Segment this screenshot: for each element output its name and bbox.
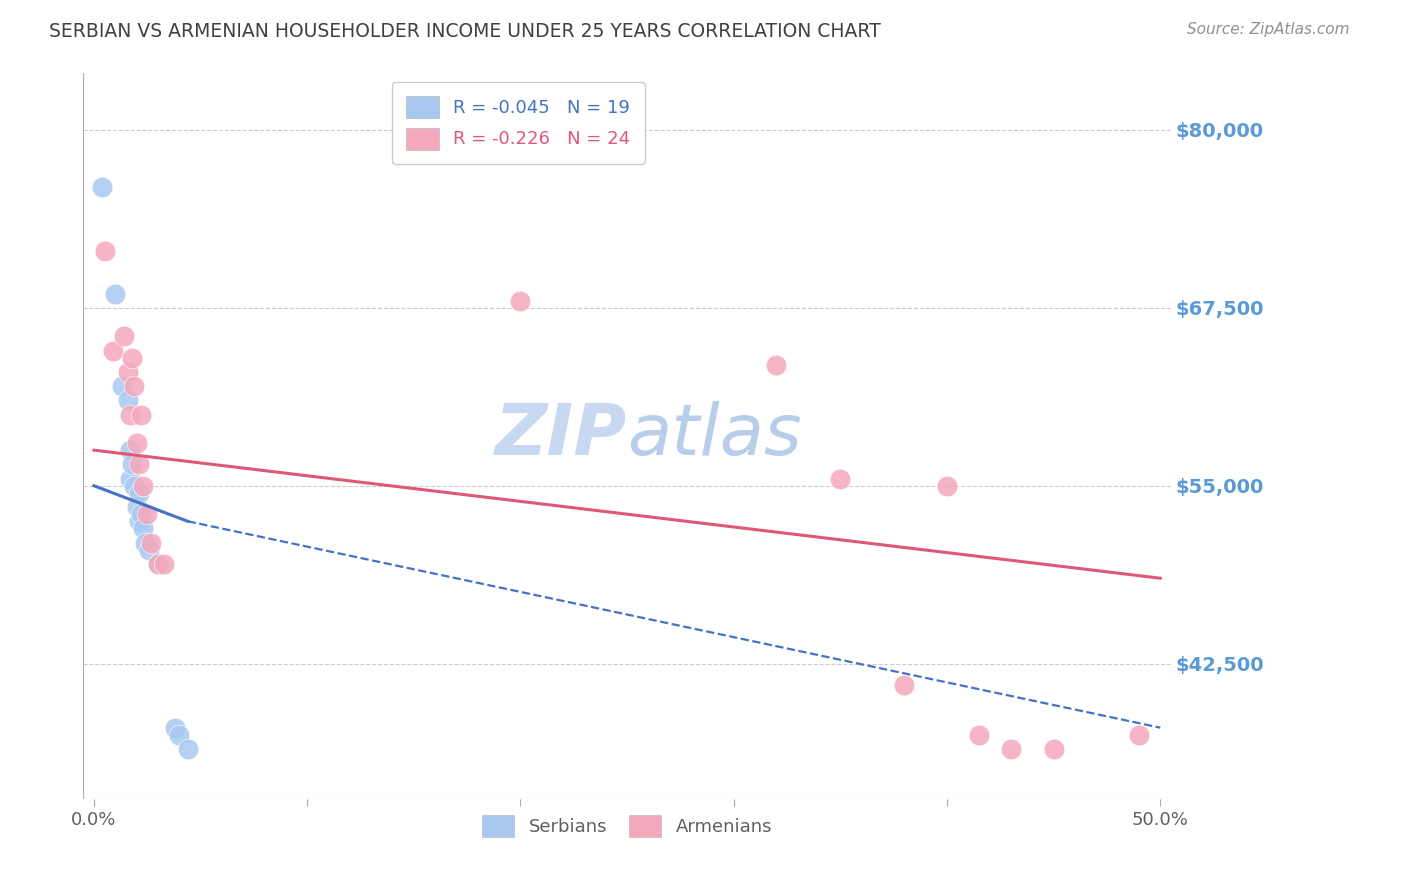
Point [112, 329, 135, 343]
Point [136, 507, 159, 521]
Point [893, 678, 915, 692]
Point [120, 472, 142, 486]
Point [146, 557, 169, 571]
Point [509, 293, 531, 308]
Text: SERBIAN VS ARMENIAN HOUSEHOLDER INCOME UNDER 25 YEARS CORRELATION CHART: SERBIAN VS ARMENIAN HOUSEHOLDER INCOME U… [49, 22, 882, 41]
Point [128, 514, 150, 528]
Point [765, 358, 787, 372]
Point [967, 728, 990, 742]
Point [146, 557, 169, 571]
Point [1128, 728, 1150, 742]
Point [125, 500, 148, 514]
Point [134, 535, 156, 549]
Point [124, 479, 146, 493]
Point [167, 728, 190, 742]
Point [117, 365, 139, 379]
Point [163, 721, 186, 735]
Point [125, 436, 148, 450]
Point [129, 507, 152, 521]
Text: ZIP: ZIP [495, 401, 627, 470]
Point [121, 351, 143, 365]
Legend: Serbians, Armenians: Serbians, Armenians [475, 808, 779, 844]
Point [124, 379, 146, 393]
Point [177, 742, 200, 756]
Point [153, 557, 176, 571]
Point [132, 521, 155, 535]
Point [121, 458, 143, 472]
Point [141, 535, 163, 549]
Point [128, 458, 150, 472]
Point [117, 393, 139, 408]
Text: Source: ZipAtlas.com: Source: ZipAtlas.com [1187, 22, 1350, 37]
Point [120, 443, 142, 458]
Point [120, 408, 142, 422]
Point [129, 408, 152, 422]
Point [101, 343, 124, 358]
Point [93, 244, 115, 258]
Point [132, 479, 155, 493]
Point [936, 479, 959, 493]
Point [91, 179, 114, 194]
Point [128, 486, 150, 500]
Text: atlas: atlas [627, 401, 801, 470]
Point [104, 286, 127, 301]
Point [1042, 742, 1064, 756]
Point [138, 542, 160, 557]
Point [111, 379, 134, 393]
Point [1000, 742, 1022, 756]
Point [830, 472, 852, 486]
